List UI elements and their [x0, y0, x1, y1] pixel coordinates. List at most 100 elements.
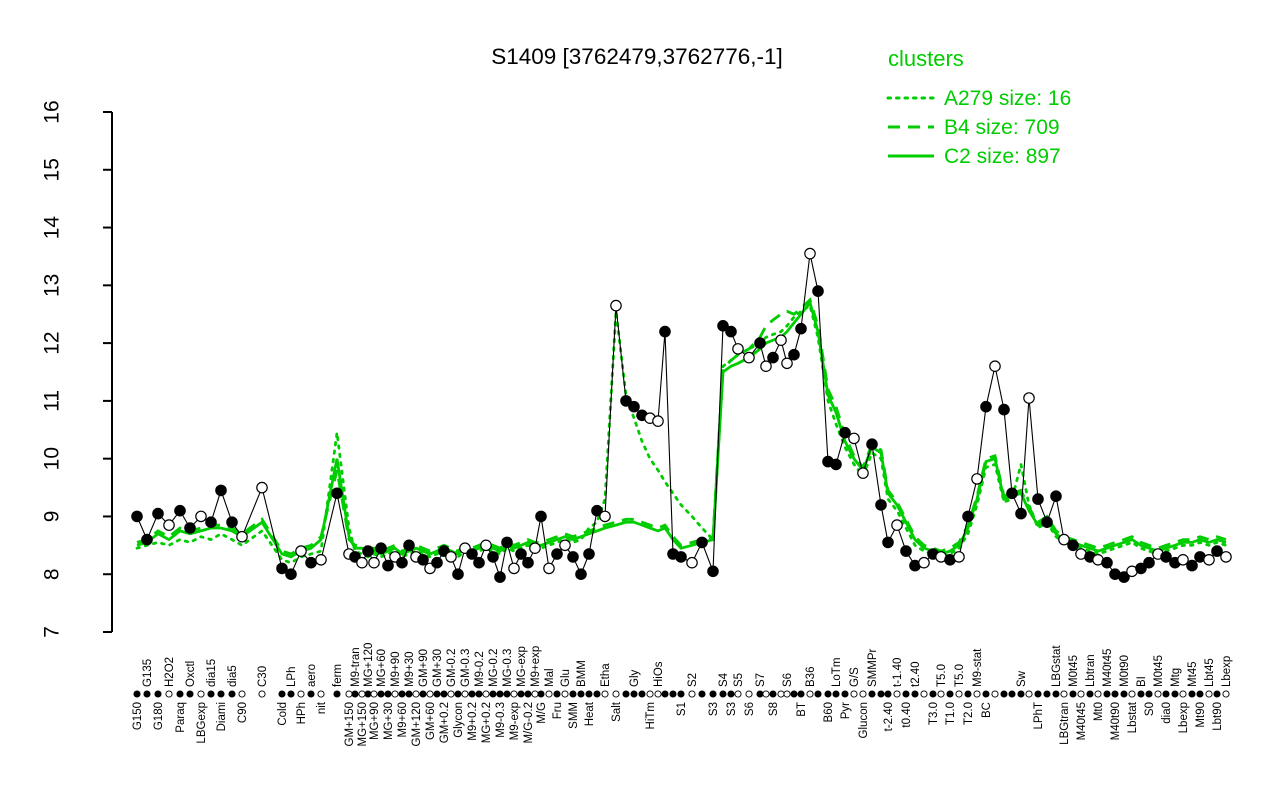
x-tick-label: M0t45: [1068, 655, 1080, 687]
x-axis-glyph: [756, 690, 764, 698]
data-point: [1023, 392, 1035, 404]
data-point: [652, 415, 664, 427]
x-axis-glyph: [278, 690, 286, 698]
x-axis-glyph: [468, 690, 476, 698]
data-point: [675, 551, 687, 563]
data-point: [610, 299, 622, 312]
x-axis-glyph: [1077, 690, 1085, 698]
data-point: [473, 556, 485, 569]
x-tick-label: nit: [316, 701, 328, 714]
x-axis-glyph: [762, 690, 770, 698]
data-point: [1067, 539, 1079, 552]
data-point: [628, 400, 640, 413]
data-point: [1050, 490, 1062, 502]
data-point: [205, 516, 217, 528]
x-axis-glyph: [622, 690, 630, 698]
x-tick-label: GM+120: [411, 702, 423, 746]
x-tick-label: GM+30: [432, 649, 444, 687]
data-point: [583, 548, 595, 560]
data-point: [375, 542, 387, 554]
data-point: [775, 334, 787, 346]
x-axis-glyph: [524, 690, 532, 698]
data-point: [839, 426, 851, 439]
data-point: [732, 343, 744, 355]
data-point: [980, 400, 992, 413]
x-tick-label: Pyr: [840, 702, 852, 719]
x-tick-label: SMM: [568, 702, 580, 729]
x-tick-label: HiOs: [653, 661, 665, 687]
x-axis-glyph: [698, 690, 706, 698]
x-tick-label: BC: [981, 702, 993, 718]
x-axis-glyph: [398, 690, 406, 698]
x-tick-label: Cold: [277, 702, 289, 726]
x-axis-glyph: [593, 690, 601, 698]
x-axis-glyph: [1188, 690, 1196, 698]
x-tick-label: GM+150: [344, 702, 356, 746]
x-axis-glyph: [1034, 690, 1042, 698]
x-tick-label: M9+exp: [530, 646, 542, 687]
x-axis-glyph: [569, 690, 577, 698]
x-axis-glyph: [1069, 690, 1077, 698]
x-tick-label: Lbt45: [1204, 658, 1216, 687]
x-tick-label: GM+90: [418, 649, 430, 687]
x-axis-glyph: [419, 690, 427, 698]
x-axis-glyph: [677, 690, 685, 698]
data-point: [575, 568, 587, 580]
data-point: [795, 322, 807, 335]
x-axis-glyph: [503, 690, 511, 698]
data-point: [466, 548, 478, 560]
x-tick-label: dia15: [206, 659, 218, 687]
data-point: [396, 556, 408, 569]
x-tick-label: M0t45: [1153, 655, 1165, 687]
x-tick-label: C90: [237, 702, 249, 723]
data-point: [141, 533, 153, 546]
data-point: [953, 551, 965, 563]
data-point: [215, 484, 227, 497]
x-tick-label: M9+90: [390, 652, 402, 687]
data-point: [857, 467, 869, 479]
x-axis-glyph: [1094, 690, 1102, 698]
data-point: [725, 325, 737, 338]
data-point: [1058, 533, 1070, 546]
y-tick-label: 10: [41, 447, 64, 470]
x-tick-label: C30: [257, 666, 269, 687]
data-point: [788, 348, 800, 361]
x-axis-glyph: [884, 690, 892, 698]
x-tick-label: G135: [142, 659, 154, 687]
x-axis-glyph: [877, 690, 885, 698]
x-tick-label: Mt90: [1195, 702, 1207, 728]
data-point: [620, 395, 632, 407]
x-tick-label: H2O2: [164, 657, 176, 687]
x-axis-glyph: [911, 690, 919, 698]
x-axis-glyph: [1043, 690, 1051, 698]
legend-label-b4: B4 size: 709: [944, 116, 1060, 139]
x-axis-glyph: [358, 690, 366, 698]
x-axis-glyph: [1205, 690, 1213, 698]
x-axis-glyph: [991, 690, 999, 698]
x-axis-glyph: [1086, 690, 1094, 698]
x-tick-label: LPhT: [1033, 702, 1045, 730]
data-point: [236, 530, 248, 543]
x-axis-glyph: [207, 690, 215, 698]
data-point: [998, 403, 1010, 416]
data-point: [431, 556, 443, 569]
x-axis-glyph: [859, 690, 867, 698]
x-axis-glyph: [1120, 690, 1128, 698]
legend: clusters A279 size: 16 B4 size: 709 C2 s…: [886, 46, 1071, 168]
x-tick-label: Lbexp: [1221, 656, 1233, 687]
x-axis-glyph: [496, 690, 504, 698]
x-tick-label: t2.40: [910, 661, 922, 687]
data-point: [331, 487, 343, 500]
x-tick-label: dia5: [227, 665, 239, 687]
x-tick-label: G180: [153, 702, 165, 730]
x-tick-label: Lbtran: [1085, 654, 1097, 687]
x-tick-label: T3.0: [928, 702, 940, 725]
x-tick-label: LBGexp: [196, 702, 208, 744]
y-tick-label: 14: [41, 216, 64, 240]
data-point: [1211, 545, 1223, 557]
y-axis: 7 8 9 10 11 12 13 14 15 16: [41, 100, 113, 638]
x-tick-label: BI: [1136, 676, 1148, 687]
x-axis-glyph: [545, 690, 553, 698]
x-axis-glyph: [814, 690, 822, 698]
x-tick-label: M9-exp: [509, 702, 521, 740]
